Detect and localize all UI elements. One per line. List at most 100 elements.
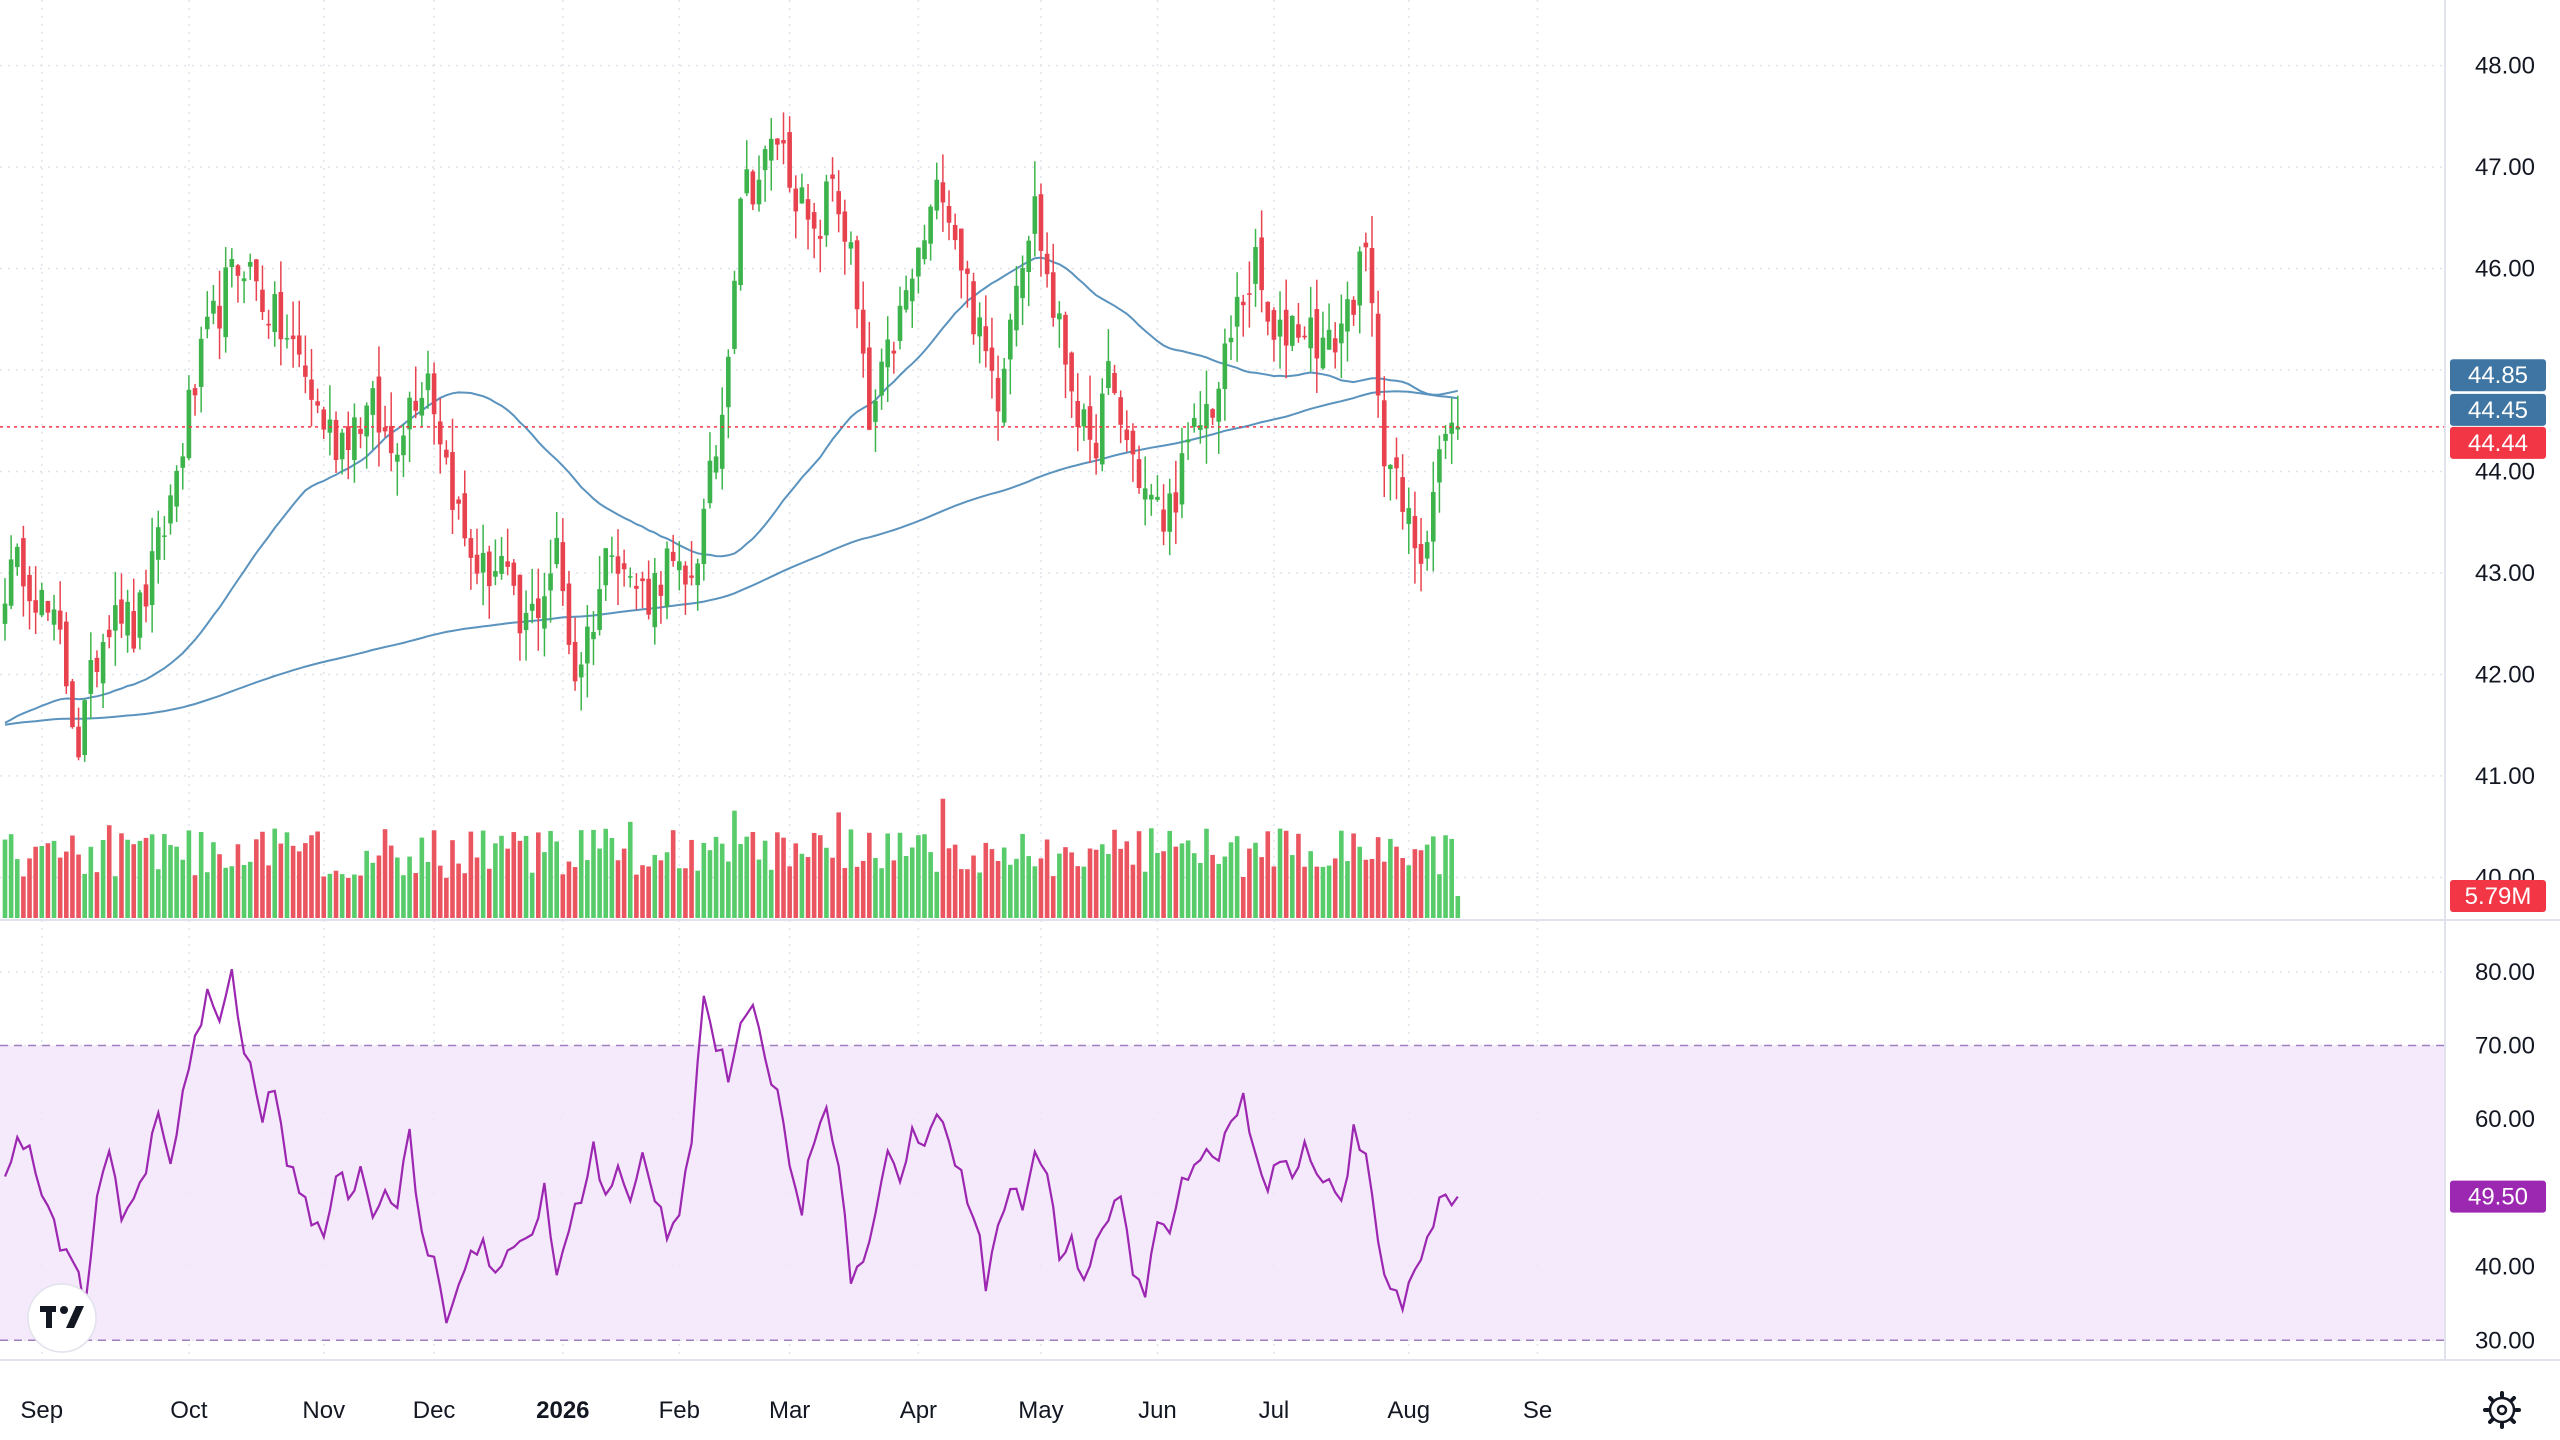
volume-bar [100,840,106,918]
candle-body [70,681,75,728]
volume-bar [867,832,872,918]
volume-bar [327,873,333,918]
volume-bar [1155,853,1160,918]
time-tick-label: Dec [413,1397,456,1424]
candle-body [793,188,799,212]
candle-body [1087,406,1093,440]
candle-body [689,575,694,578]
ma-long-tag: 44.45 [2468,397,2528,424]
candle-body [456,499,461,504]
volume-bar [296,851,302,918]
candle-body [560,542,566,592]
volume-bar [309,835,314,918]
rsi-tick-label: 40.00 [2475,1254,2535,1281]
candle-body [174,470,179,507]
last-price-tag-bg [2450,426,2546,459]
moving-average-long [4,390,1458,726]
candle-body [762,149,768,171]
tradingview-logo[interactable] [27,1283,97,1353]
volume-bar [824,847,829,918]
volume-bar [523,835,529,918]
volume-bar [677,868,682,918]
moving-average-short [4,256,1459,724]
volume-bar [989,849,995,918]
volume-bar [615,860,621,918]
candle-body [425,373,431,391]
candle-body [670,551,676,561]
candle-body [542,596,547,629]
candle-body [738,198,743,286]
candle-body [1455,426,1461,430]
volume-bar [1363,859,1369,918]
candle-body [1020,268,1025,299]
candle-body [14,546,20,567]
rsi-tag-bg [2450,1180,2546,1213]
candle-body [652,573,658,628]
candle-body [1099,393,1105,465]
volume-bar [419,837,425,918]
candle-body [296,335,302,355]
gear-icon[interactable] [2483,1391,2521,1429]
volume-bar [364,850,369,918]
candle-body [401,435,406,456]
volume-bar [572,867,578,918]
volume-bar [1124,841,1130,918]
volume-bar [382,829,388,918]
candle-body [39,589,45,616]
candle-body [658,584,664,596]
candle-body [830,174,835,179]
candle-body [897,305,903,342]
candle-body [646,578,651,615]
candle-body [106,629,112,638]
candle-body [615,556,621,574]
candle-body [1155,496,1160,500]
volume-bar [817,835,823,918]
candlesticks[interactable] [2,112,1461,762]
candle-body [1075,400,1081,428]
candle-body [1240,301,1246,306]
candle-body [1247,293,1252,295]
time-axis[interactable]: Sep Oct Nov Dec 2026 Feb Mar Apr May Jun Jul Aug Se [20,1397,1552,1424]
candle-body [824,181,829,236]
volume-bar [713,836,719,918]
candle-body [303,365,308,377]
volume-bar [339,874,345,918]
volume-bar [529,872,535,918]
volume-bar [186,830,192,918]
candle-body [499,555,504,574]
candle-body [1026,240,1032,273]
candle-body [1345,299,1350,332]
volume-bars [2,798,1461,918]
volume-bar [1394,846,1399,918]
candle-body [113,605,118,631]
volume-bar [431,830,437,918]
time-tick-label: Nov [302,1397,345,1424]
volume-bar [480,830,486,918]
candle-body [76,726,81,758]
candle-body [1173,492,1179,513]
volume-bar [1283,830,1289,918]
volume-bar [1001,847,1007,918]
candle-body [309,379,314,400]
volume-bar [211,842,216,918]
volume-bar [952,844,958,918]
candle-body [1296,324,1301,338]
volume-bar [670,830,676,918]
candle-body [284,338,290,340]
volume-bar [505,848,510,918]
candle-body [1228,337,1234,343]
volume-bar [664,852,670,918]
candle-body [1198,425,1203,431]
price-axis[interactable]: 48.0047.0046.0045.0044.0043.0042.0041.00… [2475,53,2535,892]
candle-body [1351,299,1356,315]
volume-bar [493,843,498,918]
candle-body [873,400,878,422]
volume-bar [627,821,633,918]
time-tick-label: Se [1523,1397,1552,1424]
volume-bar [585,860,590,918]
candle-body [260,289,265,313]
candle-body [1038,194,1044,251]
volume-bar [1259,857,1264,918]
